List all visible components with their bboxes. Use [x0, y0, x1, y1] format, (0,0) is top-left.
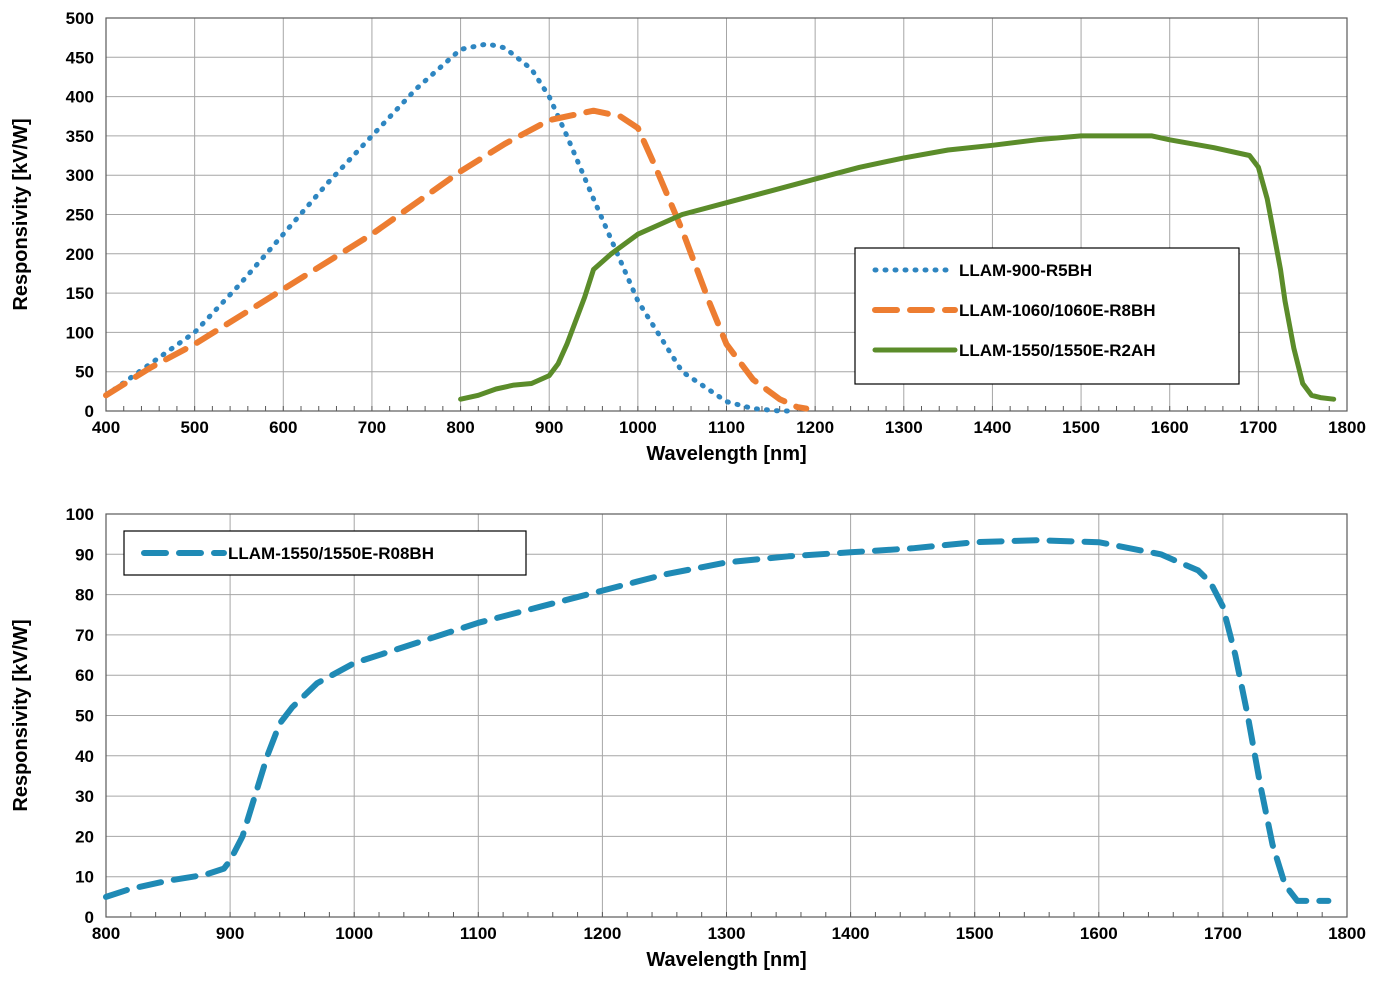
- y-tick-label: 100: [66, 505, 94, 524]
- x-axis-title: Wavelength [nm]: [646, 443, 806, 465]
- y-tick-label: 0: [85, 908, 94, 927]
- x-tick-label: 1700: [1239, 418, 1277, 437]
- x-tick-label: 1600: [1080, 924, 1118, 943]
- y-tick-label: 20: [75, 827, 94, 846]
- x-axis-title: Wavelength [nm]: [646, 949, 806, 971]
- y-tick-label: 60: [75, 666, 94, 685]
- x-tick-label: 1500: [956, 924, 994, 943]
- series-line-2: [103, 107, 810, 412]
- plot-frame: [105, 17, 1348, 412]
- y-tick-label: 70: [75, 626, 94, 645]
- x-tick-label: 1000: [619, 418, 657, 437]
- x-tick-label: 1400: [832, 924, 870, 943]
- x-tick-label: 1600: [1151, 418, 1189, 437]
- y-axis-title: Responsivity [kV/W]: [10, 118, 32, 310]
- x-tick-label: 1800: [1328, 924, 1366, 943]
- plot-frame: [105, 513, 1348, 918]
- x-tick-label: 1200: [796, 418, 834, 437]
- y-tick-label: 150: [66, 284, 94, 303]
- y-tick-label: 350: [66, 127, 94, 146]
- y-tick-label: 100: [66, 323, 94, 342]
- x-tick-label: 1300: [708, 924, 746, 943]
- x-tick-label: 600: [269, 418, 297, 437]
- x-tick-label: 1800: [1328, 418, 1366, 437]
- x-tick-label: 900: [535, 418, 563, 437]
- legend-label-3: LLAM-1550/1550E-R2AH: [959, 341, 1156, 360]
- y-tick-label: 450: [66, 48, 94, 67]
- y-tick-label: 50: [75, 707, 94, 726]
- y-tick-label: 40: [75, 747, 94, 766]
- y-tick-label: 50: [75, 363, 94, 382]
- y-tick-label: 30: [75, 787, 94, 806]
- legend-label-1: LLAM-1550/1550E-R08BH: [228, 544, 434, 563]
- x-tick-label: 1200: [583, 924, 621, 943]
- x-tick-label: 1000: [335, 924, 373, 943]
- x-tick-label: 400: [92, 418, 120, 437]
- y-tick-label: 90: [75, 545, 94, 564]
- series-line-3: [458, 133, 1337, 402]
- y-tick-label: 250: [66, 206, 94, 225]
- y-tick-label: 500: [66, 9, 94, 28]
- x-tick-label: 1700: [1204, 924, 1242, 943]
- chart-2-responsivity-r08bh: 800 900 1000 1100 1200 1300 1400 1500 1600 1700 18…: [10, 505, 1366, 971]
- x-tick-label: 900: [216, 924, 244, 943]
- legend-label-2: LLAM-1060/1060E-R8BH: [959, 301, 1156, 320]
- y-tick-label: 300: [66, 166, 94, 185]
- y-tick-label: 200: [66, 245, 94, 264]
- series-line-1: [103, 41, 792, 414]
- series-line-1: [103, 537, 1332, 904]
- y-tick-label: 10: [75, 868, 94, 887]
- legend-label-1: LLAM-900-R5BH: [959, 261, 1092, 280]
- x-tick-label: 1400: [974, 418, 1012, 437]
- legend-box: [854, 247, 1240, 385]
- x-tick-label: 700: [358, 418, 386, 437]
- x-tick-label: 1500: [1062, 418, 1100, 437]
- y-axis-title: Responsivity [kV/W]: [10, 619, 32, 811]
- y-tick-label: 80: [75, 586, 94, 605]
- x-tick-label: 1100: [708, 418, 745, 437]
- x-tick-label: 500: [180, 418, 208, 437]
- y-tick-label: 0: [85, 402, 94, 421]
- legend: LLAM-900-R5BH LLAM-1060/1060E-R8BH LLAM-15…: [854, 247, 1240, 385]
- x-tick-label: 800: [446, 418, 474, 437]
- legend: LLAM-1550/1550E-R08BH: [123, 530, 527, 576]
- x-tick-label: 1300: [885, 418, 923, 437]
- chart-1-responsivity-broadband: 400 500 600 700 800 900 1000 1100 1200 1300 1400 15…: [10, 9, 1366, 465]
- x-tick-label: 1100: [460, 924, 497, 943]
- x-tick-label: 800: [92, 924, 120, 943]
- y-tick-label: 400: [66, 88, 94, 107]
